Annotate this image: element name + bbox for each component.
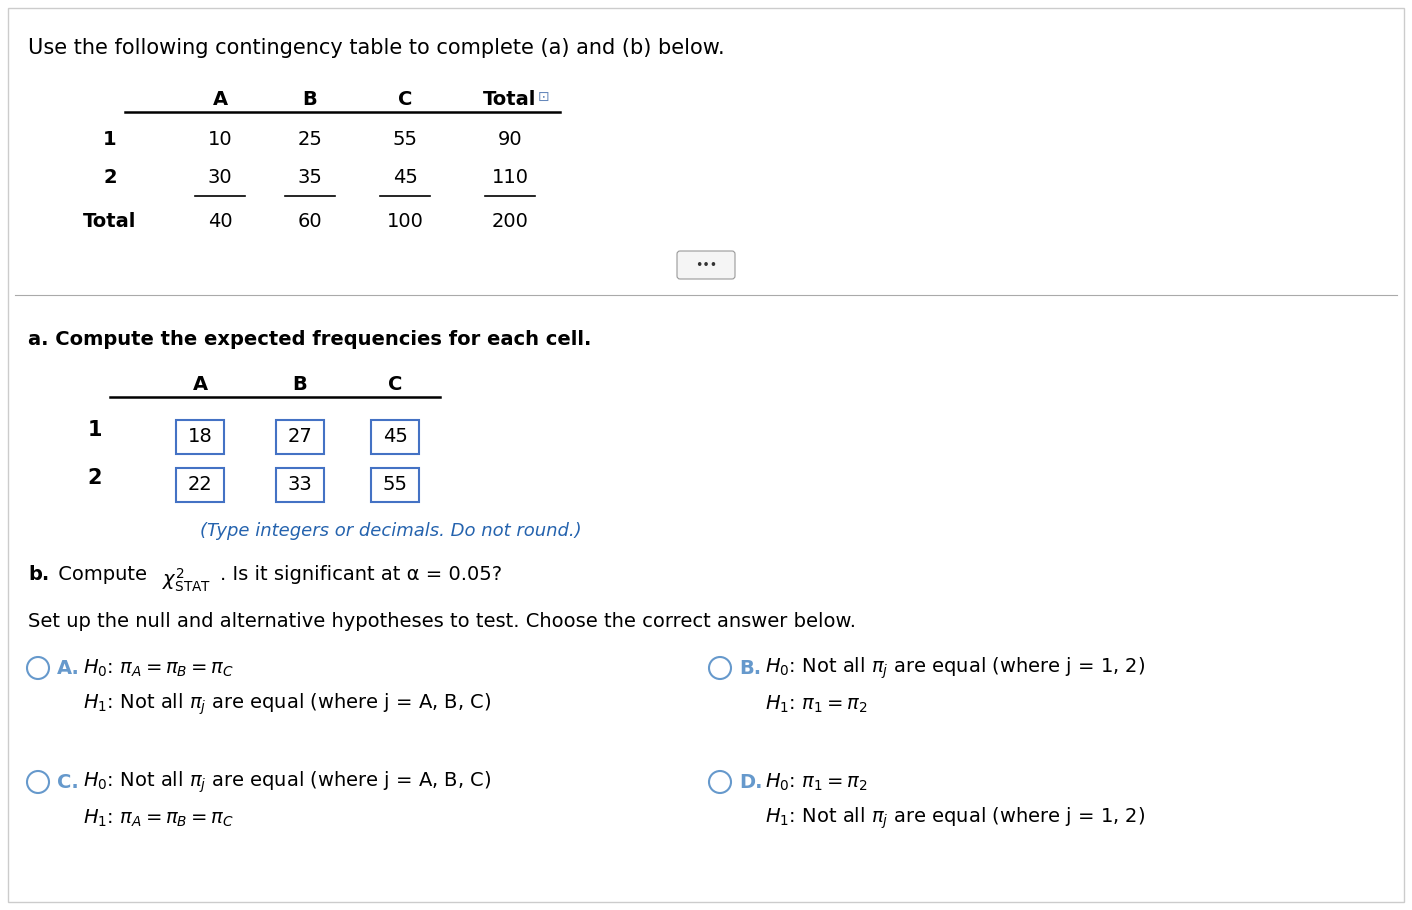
Text: 33: 33 [288,476,312,494]
FancyBboxPatch shape [176,468,225,502]
FancyBboxPatch shape [371,468,419,502]
Text: 60: 60 [298,212,322,231]
FancyBboxPatch shape [176,420,225,454]
FancyBboxPatch shape [676,251,736,279]
Text: 35: 35 [298,168,322,187]
Text: A.: A. [56,659,80,678]
Text: (Type integers or decimals. Do not round.): (Type integers or decimals. Do not round… [201,522,582,540]
Text: 1: 1 [88,420,102,440]
Text: 55: 55 [383,476,408,494]
Text: B.: B. [738,659,761,678]
FancyBboxPatch shape [371,420,419,454]
Text: $H_1$: $\pi_A = \pi_B = \pi_C$: $H_1$: $\pi_A = \pi_B = \pi_C$ [83,807,234,829]
Text: Total: Total [483,90,537,109]
Text: Use the following contingency table to complete (a) and (b) below.: Use the following contingency table to c… [28,38,724,58]
Text: 1: 1 [103,130,117,149]
FancyBboxPatch shape [275,420,323,454]
Text: 25: 25 [298,130,322,149]
FancyBboxPatch shape [275,468,323,502]
Text: B: B [302,90,318,109]
Text: $H_1$: $\pi_1 = \pi_2$: $H_1$: $\pi_1 = \pi_2$ [765,693,867,714]
Text: $H_0$: $\pi_A = \pi_B = \pi_C$: $H_0$: $\pi_A = \pi_B = \pi_C$ [83,657,234,679]
Text: C: C [398,90,412,109]
Text: 18: 18 [188,428,212,447]
Text: $H_1$: Not all $\pi_j$ are equal (where j = 1, 2): $H_1$: Not all $\pi_j$ are equal (where … [765,805,1145,831]
Text: $H_0$: Not all $\pi_j$ are equal (where j = 1, 2): $H_0$: Not all $\pi_j$ are equal (where … [765,655,1145,681]
Text: b.: b. [28,565,49,584]
Text: C: C [388,375,402,394]
Text: 100: 100 [387,212,424,231]
Text: 40: 40 [208,212,233,231]
Text: 45: 45 [393,168,418,187]
Text: . Is it significant at α = 0.05?: . Is it significant at α = 0.05? [220,565,503,584]
Text: 30: 30 [208,168,233,187]
Text: $\chi^2_{\mathrm{STAT}}$: $\chi^2_{\mathrm{STAT}}$ [162,567,212,594]
Text: ⊡: ⊡ [538,90,549,104]
Text: Compute: Compute [52,565,154,584]
Text: 110: 110 [491,168,528,187]
Text: B: B [292,375,308,394]
Text: $H_1$: Not all $\pi_j$ are equal (where j = A, B, C): $H_1$: Not all $\pi_j$ are equal (where … [83,692,491,717]
Text: 2: 2 [103,168,117,187]
Text: $H_0$: Not all $\pi_j$ are equal (where j = A, B, C): $H_0$: Not all $\pi_j$ are equal (where … [83,769,491,794]
Text: $H_0$: $\pi_1 = \pi_2$: $H_0$: $\pi_1 = \pi_2$ [765,772,867,793]
Text: 200: 200 [491,212,528,231]
Text: Total: Total [83,212,137,231]
Text: 27: 27 [288,428,312,447]
Text: A: A [192,375,208,394]
Text: 55: 55 [393,130,418,149]
Text: 22: 22 [188,476,212,494]
Text: 90: 90 [497,130,522,149]
Text: C.: C. [56,773,79,792]
Text: 45: 45 [383,428,408,447]
Text: 2: 2 [88,468,102,488]
Text: •••: ••• [695,258,717,271]
Text: A: A [212,90,227,109]
Text: D.: D. [738,773,762,792]
Text: Set up the null and alternative hypotheses to test. Choose the correct answer be: Set up the null and alternative hypothes… [28,612,856,631]
Text: 10: 10 [208,130,233,149]
Text: a. Compute the expected frequencies for each cell.: a. Compute the expected frequencies for … [28,330,592,349]
